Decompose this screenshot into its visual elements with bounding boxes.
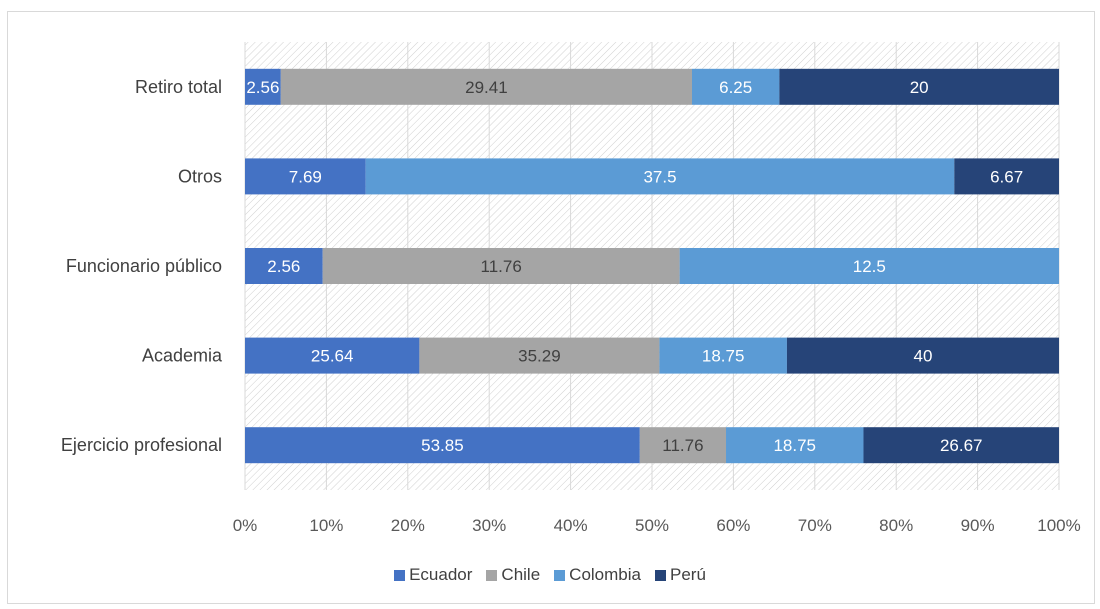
data-label: 53.85	[421, 436, 464, 455]
bar-colombia	[679, 248, 1059, 284]
bar-ecuador	[245, 158, 366, 195]
bar-ecuador	[245, 68, 281, 105]
bar-chile	[322, 248, 680, 284]
data-label: 26.67	[940, 436, 983, 455]
bar-colombia	[659, 337, 787, 374]
bar-chile	[419, 337, 660, 374]
data-label: 18.75	[702, 347, 745, 366]
bar-colombia	[365, 158, 955, 195]
data-label: 12.5	[853, 257, 886, 276]
data-label: 29.41	[465, 78, 508, 97]
legend-label: Perú	[669, 565, 706, 584]
data-label: 6.67	[990, 167, 1023, 186]
legend-label: Colombia	[569, 565, 641, 584]
legend-item: Perú	[654, 565, 706, 585]
category-label: Academia	[142, 346, 223, 366]
x-tick-label: 20%	[391, 516, 425, 535]
x-tick-label: 30%	[472, 516, 506, 535]
legend-label: Ecuador	[409, 565, 473, 584]
bar-ecuador	[245, 427, 640, 464]
x-tick-label: 50%	[635, 516, 669, 535]
category-label: Otros	[178, 166, 222, 186]
legend-item: Colombia	[554, 565, 641, 585]
data-label: 2.56	[246, 78, 279, 97]
x-tick-label: 80%	[879, 516, 913, 535]
legend-label: Chile	[501, 565, 541, 584]
x-tick-label: 40%	[554, 516, 588, 535]
bar-colombia	[691, 68, 780, 105]
legend-item: Ecuador	[394, 565, 472, 585]
legend-swatch	[554, 569, 566, 581]
bar-perú	[863, 427, 1059, 464]
category-label: Ejercicio profesional	[61, 435, 222, 455]
legend-item: Chile	[486, 565, 540, 585]
category-label: Funcionario público	[66, 256, 222, 276]
data-label: 35.29	[518, 347, 561, 366]
legend-swatch	[486, 569, 498, 581]
legend-swatch	[654, 569, 666, 581]
data-label: 6.25	[719, 78, 752, 97]
bar-perú	[786, 337, 1059, 374]
x-tick-label: 10%	[309, 516, 343, 535]
data-label: 2.56	[267, 257, 300, 276]
bar-ecuador	[245, 248, 323, 284]
data-label: 40	[914, 347, 933, 366]
bar-perú	[954, 158, 1059, 195]
data-label: 20	[910, 78, 929, 97]
category-axis-labels: Retiro total Otros Funcionario público Acad…	[61, 77, 223, 455]
x-tick-label: 60%	[716, 516, 750, 535]
legend: Ecuador Chile Colombia Perú	[0, 565, 1100, 585]
bar-colombia	[726, 427, 864, 464]
x-tick-label: 100%	[1037, 516, 1080, 535]
category-label: Retiro total	[135, 77, 222, 97]
data-label: 7.69	[289, 167, 322, 186]
legend-swatch	[394, 569, 406, 581]
x-tick-label: 90%	[961, 516, 995, 535]
data-label: 11.76	[481, 257, 522, 276]
bar-perú	[779, 68, 1059, 105]
bar-ecuador	[245, 337, 420, 374]
data-label: 37.5	[643, 167, 676, 186]
value-axis-labels: 0% 10% 20% 30% 40% 50% 60% 70% 80% 90% 100%	[233, 516, 1081, 535]
bar-chile	[639, 427, 727, 464]
x-tick-label: 0%	[233, 516, 258, 535]
data-label: 25.64	[311, 347, 354, 366]
bar-chile	[280, 68, 692, 105]
x-tick-label: 70%	[798, 516, 832, 535]
data-label: 18.75	[773, 436, 816, 455]
bar-series: 2.56 29.41 6.25 20 7.69 37.5 6.67 2.56 11.76 12.5…	[245, 68, 1059, 464]
data-label: 11.76	[662, 436, 703, 455]
